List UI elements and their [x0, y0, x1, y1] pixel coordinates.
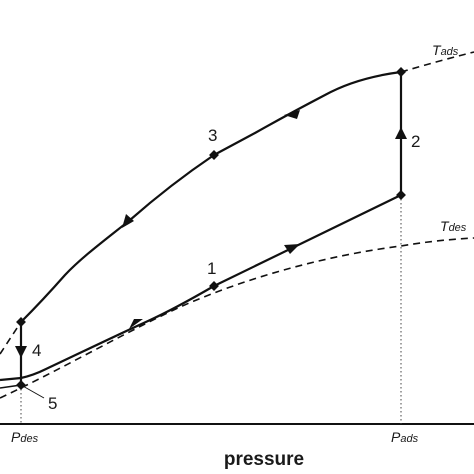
step-3-curve: [20, 70, 402, 323]
p-ads-tick-label: Pads: [391, 429, 419, 445]
step-1-arrow-upper: [284, 244, 300, 254]
t-ads-main: T: [432, 42, 442, 58]
step-2-label: 2: [411, 132, 420, 151]
p-des-main: P: [11, 429, 21, 445]
t-ads-sub: ads: [441, 46, 459, 58]
step-1-arrow-lower: [129, 319, 143, 329]
t-ads-label: Tads: [432, 42, 459, 58]
x-axis-title: pressure: [224, 449, 304, 470]
step-3-label: 3: [208, 126, 217, 145]
p-des-tick-label: Pdes: [11, 429, 39, 445]
t-des-isotherm-curve: [0, 237, 474, 399]
t-ads-isotherm-curve: [0, 51, 474, 355]
node-top-right: [396, 67, 406, 77]
t-des-main: T: [440, 218, 450, 234]
step-1-label: 1: [207, 259, 216, 278]
step-5-label: 5: [48, 394, 57, 413]
node-bottom-right: [396, 190, 406, 200]
p-ads-sub: ads: [400, 433, 418, 445]
step-3-arrow-lower: [122, 214, 134, 228]
node-step-3: [209, 150, 219, 160]
step-4-label: 4: [32, 341, 41, 360]
t-des-sub: des: [449, 222, 467, 234]
step-2-arrow: [395, 127, 407, 139]
p-ads-main: P: [391, 429, 401, 445]
t-des-label: Tdes: [440, 218, 467, 234]
step-5-leader-line: [20, 384, 45, 399]
step-4-arrow: [15, 346, 27, 358]
step-1-curve: [0, 194, 402, 382]
p-des-sub: des: [20, 433, 38, 445]
step-3-arrow-upper: [284, 110, 300, 119]
node-step-1: [209, 281, 219, 291]
